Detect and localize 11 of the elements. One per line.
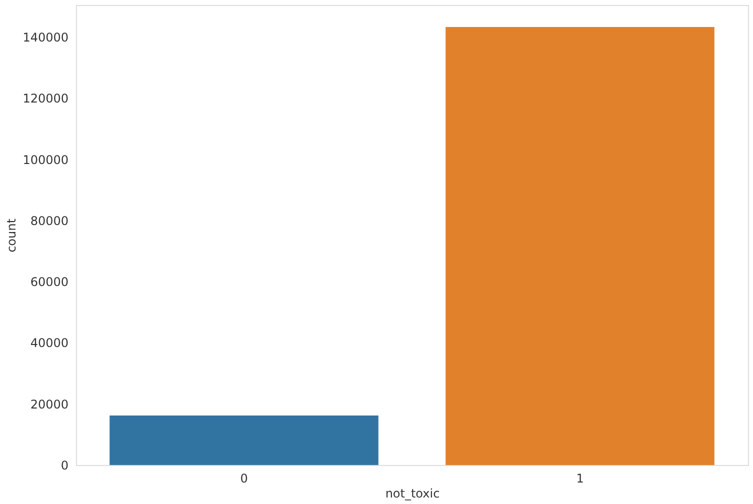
y-tick-label: 100000: [22, 152, 68, 167]
y-axis-title: count: [4, 218, 19, 252]
y-tick-label: 60000: [30, 275, 68, 290]
y-tick-label: 120000: [22, 92, 68, 106]
y-tick-label: 20000: [30, 397, 68, 412]
y-tick-label: 0: [60, 458, 68, 472]
y-tick-label: 40000: [30, 336, 68, 350]
y-tick-label: 80000: [30, 214, 68, 228]
y-tick-label: 140000: [22, 30, 68, 45]
x-axis-title: not_toxic: [385, 486, 440, 500]
x-tick-label: 1: [576, 472, 584, 486]
